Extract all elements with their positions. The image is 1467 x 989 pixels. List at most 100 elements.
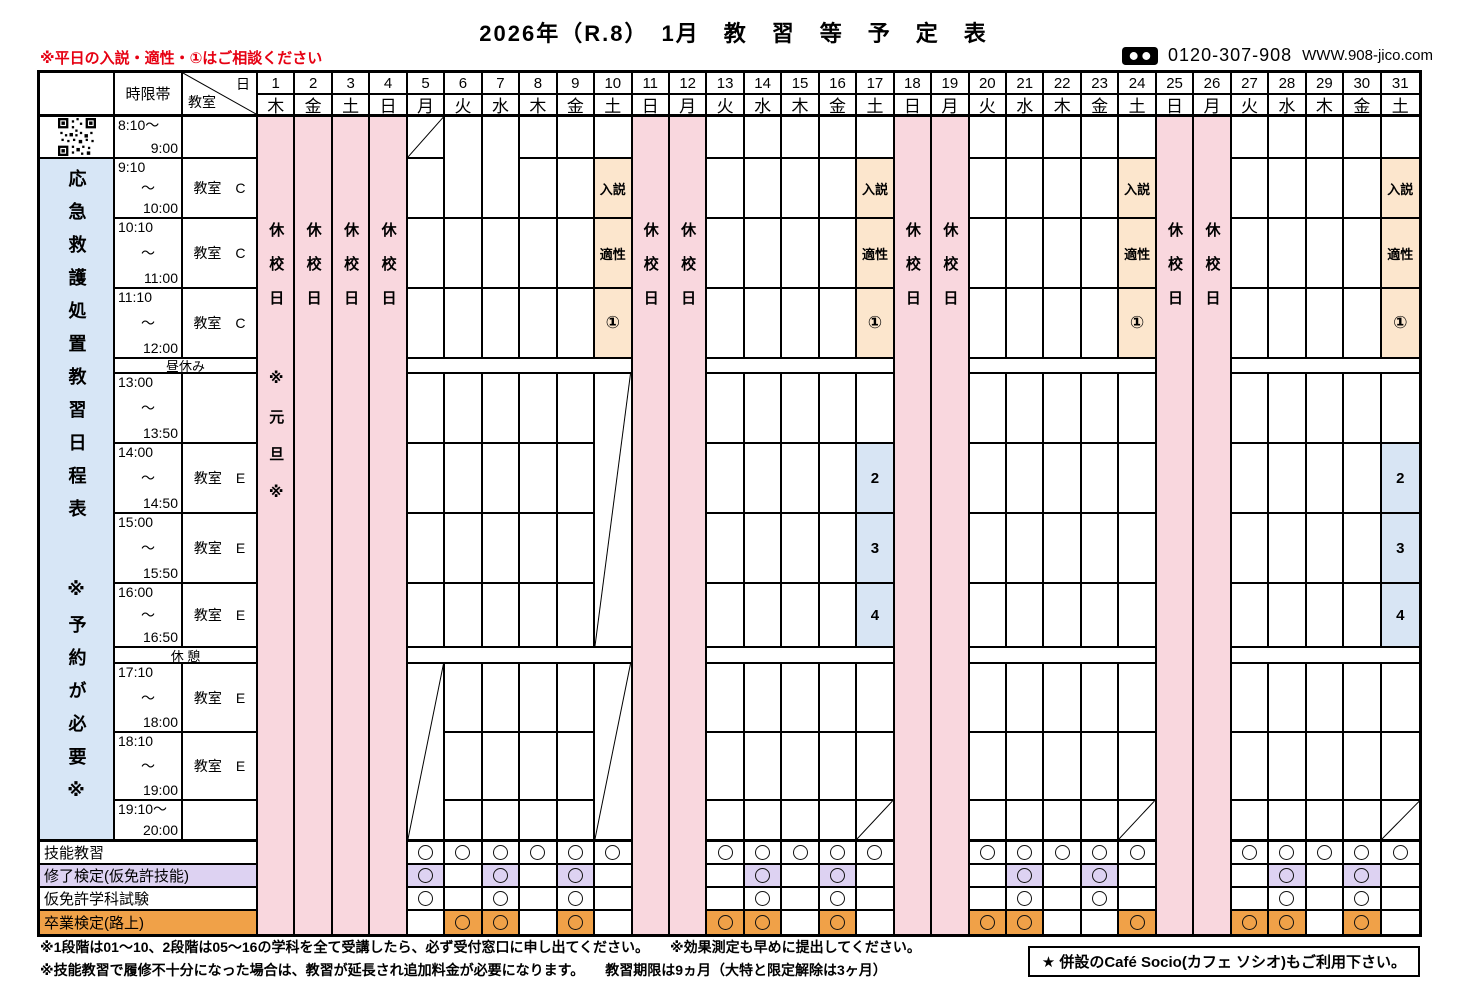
diagonal-line	[857, 801, 892, 839]
cell-d14-1300	[744, 374, 783, 444]
cell-d6-1710	[445, 664, 483, 733]
day-weekday-7: 水	[482, 95, 521, 117]
cell-d5-1400	[407, 444, 446, 514]
circle-mark	[755, 845, 771, 860]
cell-d17-1810	[857, 733, 895, 801]
cell-d5-1110	[407, 289, 446, 359]
circle-mark	[1279, 915, 1295, 930]
cell-d10-afternoon	[595, 374, 633, 648]
bottom-sotsugyou-d10	[595, 911, 633, 934]
circle-mark	[418, 891, 434, 906]
cell-d8-1500	[520, 514, 558, 584]
bottom-sotsugyou-d7	[482, 911, 521, 934]
bottom-karimen-d15	[782, 888, 820, 911]
lunch-band-days-5-10	[407, 359, 633, 374]
time-text: 16:00	[118, 584, 154, 600]
day-number-13: 13	[707, 73, 745, 95]
cell-d15-1910	[782, 801, 820, 842]
cell-d27-1010	[1231, 219, 1270, 289]
day-number-4: 4	[370, 73, 408, 95]
cell-d24-0810	[1119, 117, 1157, 159]
bottom-shuuryou-d14	[744, 865, 783, 888]
cell-d23-1810	[1081, 733, 1120, 801]
cell-d31-1300	[1381, 374, 1419, 444]
bottom-karimen-d5	[407, 888, 446, 911]
bottom-sotsugyou-d28	[1269, 911, 1307, 934]
cell-d7-1400	[482, 444, 521, 514]
cell-d6-1910	[445, 801, 483, 842]
cell-d24-1110: ①	[1119, 289, 1157, 359]
bottom-karimen-d9	[557, 888, 596, 911]
day-number-21: 21	[1007, 73, 1045, 95]
website-url: WWW.908-jico.com	[1302, 47, 1433, 64]
cell-d31-1110: ①	[1381, 289, 1419, 359]
cell-d8-0810	[520, 117, 558, 159]
new-year-label: ※元旦※	[267, 369, 285, 523]
day-weekday-25: 日	[1156, 95, 1195, 117]
day-weekday-3: 土	[332, 95, 371, 117]
room-0810	[183, 117, 258, 159]
closed-day-label: 休校日	[342, 222, 360, 324]
cell-d14-1910	[744, 801, 783, 842]
time-text: 11:10	[118, 289, 152, 305]
bottom-sotsugyou-d21	[1007, 911, 1045, 934]
cell-d16-1910	[819, 801, 858, 842]
time-text: ～	[141, 470, 155, 486]
bottom-shuuryou-d17	[857, 865, 895, 888]
cell-d9-1910	[557, 801, 596, 842]
cell-d16-1010	[819, 219, 858, 289]
bottom-sotsugyou-d6	[445, 911, 483, 934]
cell-d17-1600: 4	[857, 584, 895, 648]
cell-d20-1910	[969, 801, 1008, 842]
cell-d21-1400	[1007, 444, 1045, 514]
cell-d30-0910	[1344, 159, 1382, 219]
bottom-sotsugyou-d22	[1044, 911, 1082, 934]
bottom-karimen-d23	[1081, 888, 1120, 911]
circle-mark	[530, 845, 546, 860]
cell-d30-1810	[1344, 733, 1382, 801]
cell-d13-1010	[707, 219, 745, 289]
cell-d22-1500	[1044, 514, 1082, 584]
time-text: ～	[141, 689, 155, 706]
bottom-ginou-d24	[1119, 842, 1157, 865]
cell-d6-1110	[445, 289, 483, 359]
circle-mark	[1279, 845, 1295, 860]
cell-d13-1710	[707, 664, 745, 733]
circle-mark	[567, 891, 583, 906]
time-text: ～	[141, 180, 155, 196]
room-0910: 教室 C	[183, 159, 258, 219]
cell-d23-1400	[1081, 444, 1120, 514]
bottom-ginou-d6	[445, 842, 483, 865]
cell-d16-1300	[819, 374, 858, 444]
bottom-shuuryou-d27	[1231, 865, 1270, 888]
bottom-shuuryou-d16	[819, 865, 858, 888]
day-number-20: 20	[969, 73, 1008, 95]
cell-d27-1110	[1231, 289, 1270, 359]
closed-column-1: 休校日 ※元旦※	[258, 117, 296, 934]
cafe-note: ★ 併設のCafé Socio(カフェ ソシオ)もご利用下さい。	[1027, 946, 1420, 977]
bottom-sotsugyou-d23	[1081, 911, 1120, 934]
cell-d23-1300	[1081, 374, 1120, 444]
day-weekday-18: 日	[894, 95, 933, 117]
room-1400: 教室 E	[183, 444, 258, 514]
cell-d14-1400	[744, 444, 783, 514]
break-band-days-13-17	[707, 648, 895, 664]
time-1910: 19:10～ 20:00	[115, 801, 183, 842]
cell-d27-1710	[1231, 664, 1270, 733]
closed-column-4: 休校日	[370, 117, 408, 934]
cell-d9-1500	[557, 514, 596, 584]
cell-d28-0810	[1269, 117, 1307, 159]
time-text: 19:00	[142, 781, 178, 798]
bottom-karimen-d21	[1007, 888, 1045, 911]
bottom-karimen-d7	[482, 888, 521, 911]
day-weekday-17: 土	[857, 95, 895, 117]
time-1400: 14:00 ～ 14:50	[115, 444, 183, 514]
break-band-days-5-10	[407, 648, 633, 664]
time-text: 13:00	[118, 374, 154, 390]
cell-d29-1400	[1306, 444, 1345, 514]
circle-mark	[1354, 891, 1370, 906]
bottom-karimen-d6	[445, 888, 483, 911]
day-number-7: 7	[482, 73, 521, 95]
bottom-shuuryou-d22	[1044, 865, 1082, 888]
day-weekday-2: 金	[295, 95, 333, 117]
